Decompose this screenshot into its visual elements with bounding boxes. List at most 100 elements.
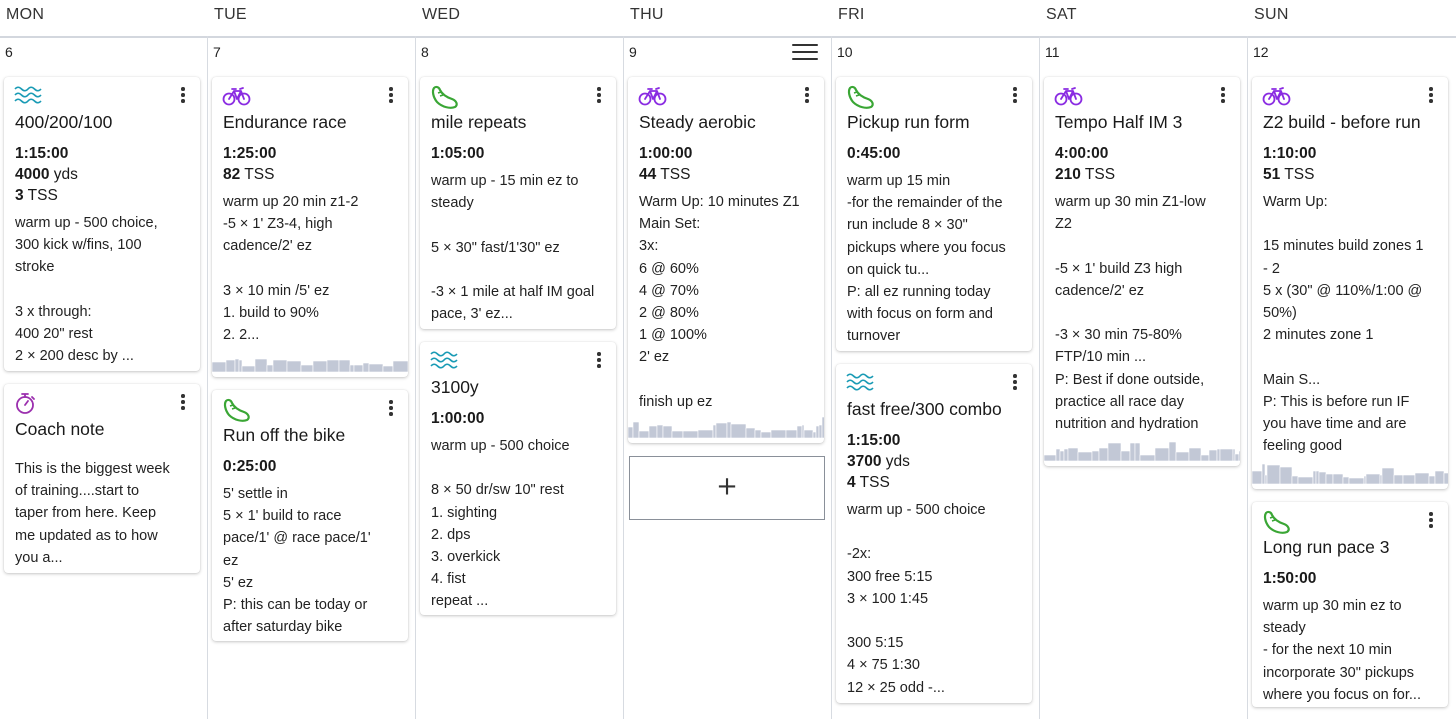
swim-icon <box>430 350 458 372</box>
stat-value: 44 <box>639 166 657 183</box>
workout-title: Endurance race <box>223 112 347 132</box>
stat-unit: TSS <box>240 166 275 183</box>
workout-title: mile repeats <box>431 112 527 132</box>
more-options-icon[interactable] <box>180 394 186 412</box>
stat-value: 4:00:00 <box>1055 145 1109 162</box>
stat-line: 44 TSS <box>639 164 692 185</box>
workout-description: warm up 30 min ez to steady - for the ne… <box>1263 598 1421 703</box>
stat-value: 1:00:00 <box>639 145 693 162</box>
workout-stats: 1:00:00 <box>431 408 484 429</box>
workout-card[interactable]: Run off the bike 0:25:00 5' settle in 5 × … <box>212 390 408 641</box>
workout-stats: 1:05:00 <box>431 143 484 164</box>
workout-description: Warm Up: 10 minutes Z1 Main Set: 3x: 6 @… <box>639 194 800 410</box>
more-options-icon[interactable] <box>1012 374 1018 392</box>
stat-value: 1:00:00 <box>431 410 485 427</box>
workout-stats: 1:10:00 51 TSS <box>1263 143 1316 185</box>
workout-description: warm up - 15 min ez to steady 5 × 30" fa… <box>431 173 595 323</box>
week-menu-icon[interactable] <box>792 44 818 62</box>
workout-description: warm up 30 min Z1-low Z2 -5 × 1' build Z… <box>1055 194 1206 433</box>
stat-line: 4 TSS <box>847 472 910 493</box>
more-options-icon[interactable] <box>1012 87 1018 105</box>
bike-icon <box>1054 85 1083 107</box>
stat-value: 1:15:00 <box>847 432 901 449</box>
workout-title: fast free/300 combo <box>847 399 1002 419</box>
stat-line: 4:00:00 <box>1055 143 1115 164</box>
day-date: 10 <box>837 44 853 60</box>
stat-line: 4000 yds <box>15 164 78 185</box>
plus-icon: + <box>716 471 738 502</box>
workout-title: Steady aerobic <box>639 112 756 132</box>
workout-description: warm up 20 min z1-2 -5 × 1' Z3-4, high c… <box>223 194 359 344</box>
stat-value: 1:05:00 <box>431 145 485 162</box>
workout-card[interactable]: 3100y 1:00:00 warm up - 500 choice 8 × 50 … <box>420 342 616 615</box>
workout-title: Run off the bike <box>223 425 346 445</box>
day-name-mon: MON <box>6 6 45 23</box>
workout-title: Tempo Half IM 3 <box>1055 112 1183 132</box>
day-name-sun: SUN <box>1254 6 1289 23</box>
column-divider <box>415 36 416 719</box>
workout-description: 5' settle in 5 × 1' build to race pace/1… <box>223 486 371 636</box>
workout-description: warm up - 500 choice -2x: 300 free 5:15 … <box>847 502 986 696</box>
workout-card[interactable]: Steady aerobic 1:00:00 44 TSS Warm Up: 10 m… <box>628 77 824 443</box>
stat-value: 82 <box>223 166 241 183</box>
days-header: MON TUE WED THU FRI SAT SUN <box>0 0 1456 38</box>
workout-card[interactable]: fast free/300 combo 1:15:00 3700 yds 4 TSS w… <box>836 364 1032 703</box>
stat-value: 0:45:00 <box>847 145 901 162</box>
stat-unit: yds <box>49 166 78 183</box>
day-name-sat: SAT <box>1046 6 1077 23</box>
stat-line: 1:15:00 <box>847 430 910 451</box>
workout-title: 3100y <box>431 377 479 397</box>
workout-description: warm up 15 min -for the remainder of the… <box>847 173 1006 345</box>
stat-line: 51 TSS <box>1263 164 1316 185</box>
intensity-chart <box>628 416 824 443</box>
run-icon <box>846 85 874 109</box>
stat-line: 1:15:00 <box>15 143 78 164</box>
stat-value: 3 <box>15 187 24 204</box>
more-options-icon[interactable] <box>180 87 186 105</box>
more-options-icon[interactable] <box>1428 512 1434 530</box>
stat-line: 1:50:00 <box>1263 568 1316 589</box>
workout-card[interactable]: Coach note This is the biggest week of tr… <box>4 384 200 573</box>
intensity-chart <box>1044 439 1240 466</box>
column-divider <box>1039 36 1040 719</box>
stat-value: 1:15:00 <box>15 145 69 162</box>
more-options-icon[interactable] <box>596 352 602 370</box>
workout-card[interactable]: Pickup run form 0:45:00 warm up 15 min -fo… <box>836 77 1032 351</box>
workout-title: Z2 build - before run <box>1263 112 1421 132</box>
workout-card[interactable]: Tempo Half IM 3 4:00:00 210 TSS warm up 30 … <box>1044 77 1240 466</box>
workout-description: Warm Up: 15 minutes build zones 1 - 2 5 … <box>1263 194 1424 455</box>
stat-unit: TSS <box>1080 166 1116 183</box>
stopwatch-icon <box>14 392 42 414</box>
stat-value: 1:10:00 <box>1263 145 1317 162</box>
workout-stats: 1:25:00 82 TSS <box>223 143 276 185</box>
run-icon <box>430 85 458 109</box>
stat-line: 3700 yds <box>847 451 910 472</box>
workout-card[interactable]: Long run pace 3 1:50:00 warm up 30 min ez … <box>1252 502 1448 707</box>
stat-unit: TSS <box>23 187 58 204</box>
more-options-icon[interactable] <box>1428 87 1434 105</box>
column-divider <box>623 36 624 719</box>
stat-line: 1:00:00 <box>639 143 692 164</box>
stat-value: 51 <box>1263 166 1281 183</box>
intensity-chart <box>1252 462 1448 489</box>
workout-card[interactable]: Z2 build - before run 1:10:00 51 TSS Warm U… <box>1252 77 1448 489</box>
more-options-icon[interactable] <box>388 400 394 418</box>
bike-icon <box>222 85 251 107</box>
stat-line: 0:25:00 <box>223 456 276 477</box>
day-date: 6 <box>5 44 13 60</box>
day-date: 7 <box>213 44 221 60</box>
workout-card[interactable]: 400/200/100 1:15:00 4000 yds 3 TSS warm up -… <box>4 77 200 371</box>
workout-card[interactable]: Endurance race 1:25:00 82 TSS warm up 20 mi… <box>212 77 408 377</box>
more-options-icon[interactable] <box>804 87 810 105</box>
run-icon <box>1262 510 1290 534</box>
more-options-icon[interactable] <box>1220 87 1226 105</box>
more-options-icon[interactable] <box>596 87 602 105</box>
add-workout-button[interactable]: + <box>629 456 825 520</box>
stat-unit: TSS <box>855 474 890 491</box>
swim-icon <box>14 85 42 107</box>
day-date: 9 <box>629 44 637 60</box>
more-options-icon[interactable] <box>388 87 394 105</box>
workout-card[interactable]: mile repeats 1:05:00 warm up - 15 min ez t… <box>420 77 616 329</box>
stat-line: 1:10:00 <box>1263 143 1316 164</box>
stat-unit: TSS <box>1280 166 1315 183</box>
